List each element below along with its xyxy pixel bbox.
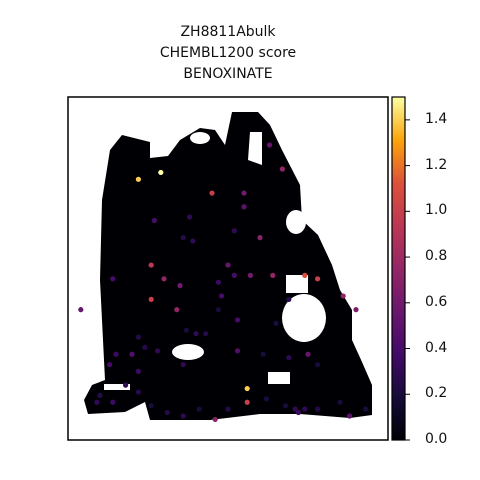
data-point-53 <box>123 382 129 388</box>
data-point-37 <box>135 334 141 340</box>
data-point-60 <box>225 406 231 412</box>
data-point-65 <box>292 406 298 412</box>
data-point-8 <box>151 217 157 224</box>
data-point-48 <box>305 351 311 357</box>
data-point-26 <box>235 317 241 323</box>
data-point-42 <box>107 361 113 368</box>
data-point-31 <box>315 276 321 282</box>
data-point-59 <box>212 416 218 423</box>
data-point-32 <box>340 293 346 299</box>
colorbar-tick-label-1: 0.2 <box>425 385 448 402</box>
data-point-12 <box>257 235 263 241</box>
hot-spot-layer <box>78 142 369 423</box>
colorbar-tick-label-2: 0.4 <box>425 339 448 356</box>
data-point-50 <box>97 392 103 399</box>
data-point-35 <box>193 331 199 337</box>
data-point-20 <box>270 272 276 278</box>
chart-title-line-3: BENOXINATE <box>183 66 273 82</box>
data-point-33 <box>353 307 359 313</box>
data-point-24 <box>174 307 180 313</box>
data-point-34 <box>183 327 189 333</box>
data-point-68 <box>315 406 321 412</box>
data-point-57 <box>180 413 186 419</box>
data-point-2 <box>209 190 215 196</box>
data-point-44 <box>180 361 186 368</box>
data-point-58 <box>196 406 202 412</box>
colorbar-tick-label-4: 0.8 <box>425 248 448 265</box>
data-point-52 <box>110 399 116 405</box>
data-point-15 <box>161 276 167 282</box>
data-point-1 <box>158 169 164 176</box>
data-point-17 <box>225 262 231 268</box>
data-point-30 <box>302 272 308 278</box>
data-point-45 <box>235 348 241 354</box>
colorbar-tick-label-5: 1.0 <box>425 202 448 219</box>
data-point-0 <box>135 176 141 182</box>
data-point-61 <box>244 385 250 392</box>
data-point-11 <box>231 228 237 234</box>
colorbar-tick-label-0: 0.0 <box>425 431 448 447</box>
data-point-9 <box>190 238 196 244</box>
data-point-29 <box>286 296 292 302</box>
data-point-13 <box>148 262 154 268</box>
data-point-16 <box>177 283 183 289</box>
data-point-64 <box>283 403 289 409</box>
data-point-27 <box>78 307 84 313</box>
data-point-69 <box>337 399 343 405</box>
colorbar <box>391 96 406 441</box>
data-point-62 <box>244 399 250 405</box>
colorbar-tick-label-3: 0.6 <box>425 293 448 310</box>
data-point-55 <box>148 403 154 409</box>
data-point-40 <box>142 344 148 350</box>
data-point-36 <box>203 331 209 337</box>
data-point-3 <box>241 190 247 196</box>
data-point-70 <box>347 413 353 419</box>
data-point-7 <box>187 214 193 220</box>
chart-title-line-2: CHEMBL1200 score <box>159 45 297 61</box>
data-point-46 <box>260 351 266 357</box>
colorbar-tick-label-7: 1.4 <box>425 110 448 127</box>
data-point-14 <box>110 276 116 282</box>
data-point-67 <box>302 406 308 412</box>
data-point-63 <box>263 396 269 402</box>
data-point-4 <box>241 204 247 210</box>
data-point-18 <box>231 272 237 278</box>
colorbar-ticks <box>405 119 410 441</box>
chart-title-line-1: ZH8811Abulk <box>180 24 276 40</box>
data-point-47 <box>286 355 292 361</box>
colorbar-tick-label-6: 1.2 <box>425 156 448 173</box>
data-point-5 <box>267 142 273 148</box>
data-point-38 <box>113 351 119 357</box>
data-point-23 <box>148 296 154 302</box>
data-point-71 <box>363 406 369 412</box>
data-point-51 <box>94 399 100 405</box>
data-point-56 <box>164 409 170 416</box>
data-point-43 <box>135 368 141 374</box>
data-point-25 <box>215 307 221 313</box>
data-point-39 <box>129 351 135 357</box>
data-point-6 <box>279 166 285 172</box>
data-point-21 <box>219 293 225 299</box>
data-point-22 <box>215 279 221 285</box>
data-point-19 <box>247 272 253 278</box>
data-point-49 <box>315 361 321 368</box>
data-point-28 <box>273 320 279 326</box>
data-point-54 <box>135 389 141 395</box>
data-point-10 <box>180 235 186 241</box>
data-point-66 <box>295 409 301 416</box>
data-point-41 <box>155 348 161 354</box>
